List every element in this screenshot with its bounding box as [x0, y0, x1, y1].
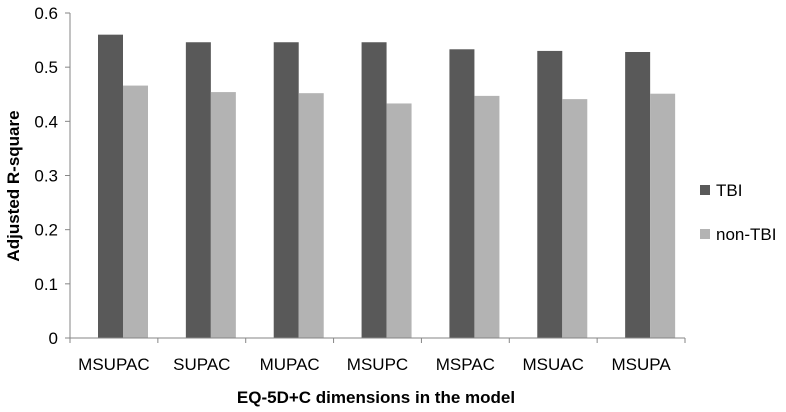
y-tick-label: 0.3: [34, 167, 58, 186]
bar-tbi-mspac: [449, 49, 475, 339]
x-tick-label: MSUAC: [523, 355, 584, 374]
bar-non-tbi-msupc: [386, 103, 412, 338]
bar-tbi-supac: [185, 42, 211, 338]
legend-swatch-non-tbi: [700, 229, 710, 239]
y-tick-label: 0.6: [34, 4, 58, 23]
y-tick-label: 0.2: [34, 221, 58, 240]
bar-non-tbi-msupa: [650, 93, 676, 338]
x-tick-label: MSPAC: [436, 355, 495, 374]
legend-label-non-tbi: non-TBI: [716, 225, 776, 244]
bar-non-tbi-supac: [210, 92, 236, 338]
x-ticks: MSUPAC SUPAC MUPAC MSUPC MSPAC MSUAC MSUPA: [69, 338, 686, 374]
y-ticks: 0 0.1 0.2 0.3 0.4 0.5 0.6: [34, 4, 70, 348]
x-axis-title: EQ-5D+C dimensions in the model: [237, 388, 515, 407]
x-tick-label: MUPAC: [260, 355, 320, 374]
bar-non-tbi-msuac: [562, 99, 588, 338]
y-tick-label: 0.5: [34, 58, 58, 77]
bars-group: [98, 34, 676, 339]
bar-tbi-msupac: [98, 34, 123, 339]
y-tick-label: 0: [49, 329, 58, 348]
y-axis-title: Adjusted R-square: [4, 110, 23, 261]
bar-non-tbi-msupac: [123, 85, 148, 338]
legend-label-tbi: TBI: [716, 181, 742, 200]
x-tick-label: MSUPAC: [78, 355, 149, 374]
bar-tbi-mupac: [273, 42, 299, 338]
bar-non-tbi-mspac: [474, 95, 500, 338]
legend-swatch-tbi: [700, 185, 710, 195]
x-tick-label: SUPAC: [173, 355, 230, 374]
bar-tbi-msupa: [625, 52, 651, 338]
y-tick-label: 0.4: [34, 112, 58, 131]
legend: TBI non-TBI: [700, 181, 776, 244]
bar-non-tbi-mupac: [298, 93, 324, 339]
y-tick-label: 0.1: [34, 275, 58, 294]
x-tick-label: MSUPC: [347, 355, 408, 374]
bar-tbi-msuac: [537, 50, 563, 339]
bar-tbi-msupc: [361, 42, 387, 338]
x-tick-label: MSUPA: [611, 355, 671, 374]
